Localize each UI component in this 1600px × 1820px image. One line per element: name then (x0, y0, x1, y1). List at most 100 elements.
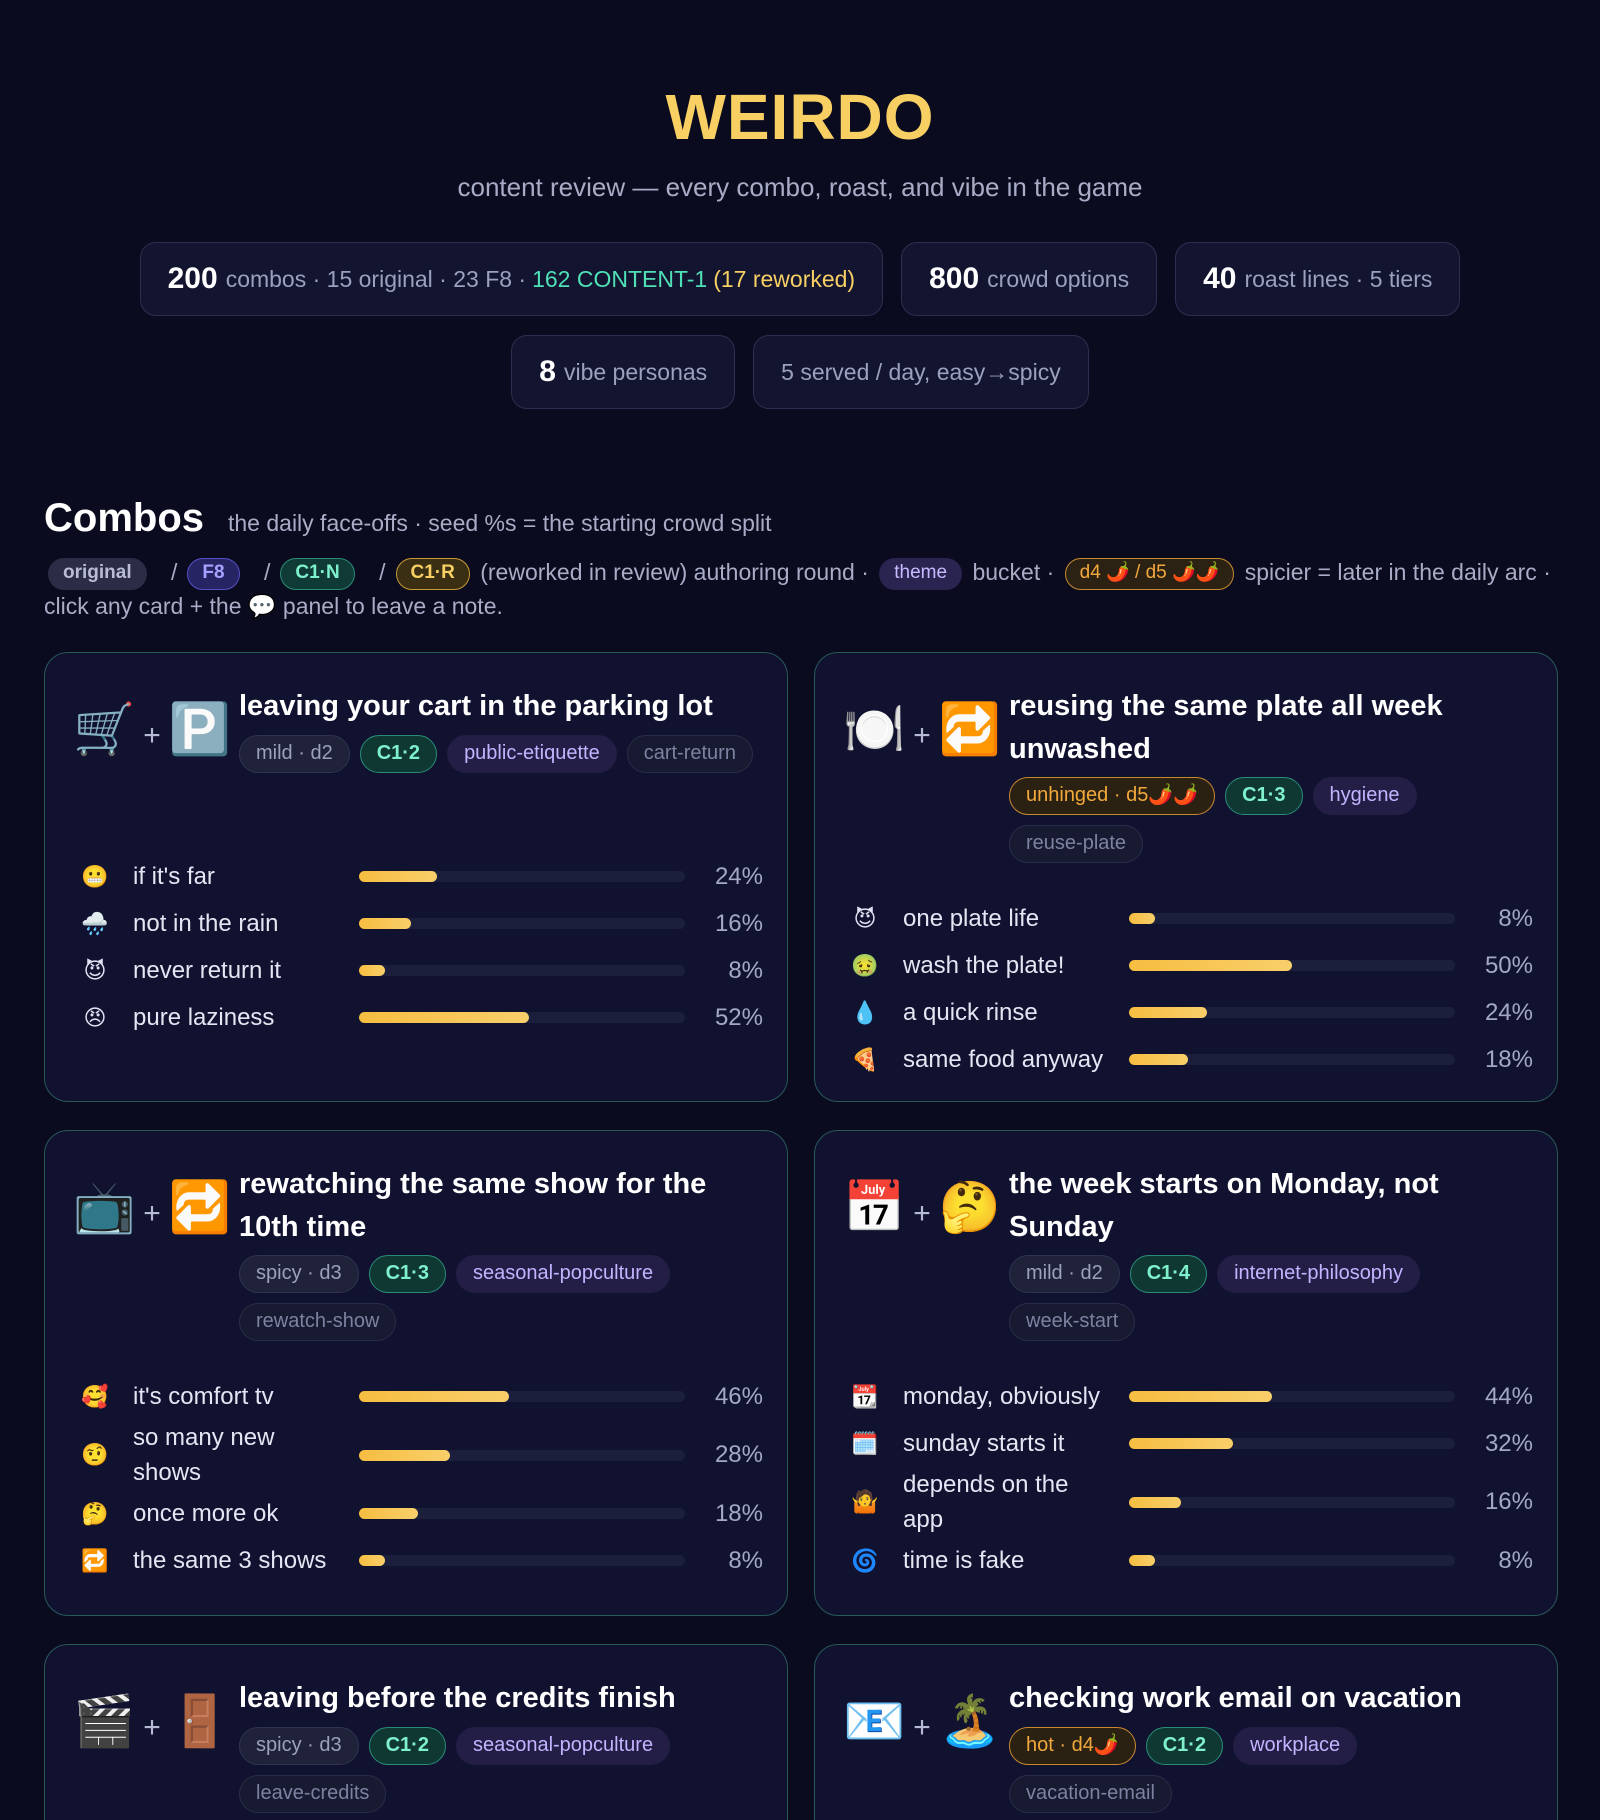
combo-tags: mild · d2 C1·2 public-etiquette cart-return (239, 735, 759, 773)
stat-combos-reworked: (17 reworked) (713, 265, 856, 292)
option-emoji-icon: 😬 (81, 863, 109, 889)
option-label: the same 3 shows (133, 1547, 327, 1574)
option-bar-fill (359, 965, 386, 976)
option-bar-track (359, 965, 685, 976)
option-label: once more ok (133, 1500, 279, 1527)
option-emoji-icon: 😈 (83, 957, 107, 983)
option-bar-track (359, 918, 685, 929)
option-emoji-icon: 📆 (851, 1383, 879, 1409)
option-bar-fill (1129, 1438, 1234, 1449)
combo-title: checking work email on vacation (1009, 1682, 1462, 1714)
tier-tag: hot · d4🌶️ (1009, 1727, 1136, 1765)
combos-section-header: Combos the daily face-offs · seed %s = t… (44, 496, 772, 541)
crowd-option-row: 🤢 wash the plate! 50% (845, 942, 1533, 989)
stat-served-text: 5 served / day, easy→spicy (781, 358, 1061, 385)
combo-card[interactable]: 📅 + 🤔 the week starts on Monday, not Sunday… (814, 1130, 1558, 1616)
option-bar-fill (1129, 1054, 1188, 1065)
option-label: one plate life (903, 905, 1040, 932)
legend-tag-original: original (48, 557, 147, 590)
combo-card[interactable]: 🛒 + 🅿️ leaving your cart in the parking lot… (44, 652, 788, 1102)
option-label: sunday starts it (903, 1430, 1065, 1457)
combo-card[interactable]: 🎬 + 🚪 leaving before the credits finish spic… (44, 1644, 788, 1820)
option-percent: 8% (728, 956, 763, 984)
combo-emoji-b-icon: 🚪 (168, 1693, 232, 1749)
option-percent: 32% (1484, 1429, 1533, 1457)
round-tag: C1·2 (359, 735, 438, 773)
option-percent: 18% (1484, 1045, 1533, 1073)
option-percent: 8% (1498, 1546, 1533, 1574)
tier-tag: mild · d2 (1009, 1255, 1120, 1293)
option-bar-track (1129, 1054, 1455, 1065)
crowd-option-row: 😈 never return it 8% (75, 947, 763, 994)
crowd-options: 😈 one plate life 8% 🤢 wash the plate! 50% 💧 a q… (845, 895, 1533, 1083)
option-bar-track (359, 1012, 685, 1023)
combo-tags: hot · d4🌶️ C1·2 workplace vacation-email (1009, 1727, 1529, 1813)
theme-tag: public-etiquette (447, 735, 617, 773)
combo-emoji-b-icon: 🔁 (938, 701, 1002, 757)
stat-crowd-count: 800 (929, 262, 980, 295)
stat-combos-c1: 162 CONTENT-1 (532, 265, 708, 292)
combo-title: leaving before the credits finish (239, 1682, 676, 1714)
option-bar-fill (359, 871, 438, 882)
crowd-option-row: 🗓️ sunday starts it 32% (845, 1420, 1533, 1467)
option-emoji-icon: 🤢 (851, 952, 879, 978)
stats-row: 200 combos · 15 original · 23 F8 · 162 C… (0, 242, 1600, 316)
combo-card[interactable]: 🍽️ + 🔁 reusing the same plate all week unwa… (814, 652, 1558, 1102)
plus-icon: + (913, 1711, 931, 1744)
round-tag: C1·2 (368, 1727, 446, 1765)
option-label: time is fake (903, 1547, 1025, 1574)
combo-tags: spicy · d3 C1·3 seasonal-popculture rewatch… (239, 1255, 759, 1341)
option-percent: 16% (714, 909, 763, 937)
combo-emoji-b-icon: 🏝️ (938, 1693, 1002, 1749)
stat-vibe-count: 8 (539, 355, 556, 388)
stat-combos-text: combos · 15 original · 23 F8 · (225, 265, 527, 292)
option-bar-track (1129, 1391, 1455, 1402)
combo-card[interactable]: 📧 + 🏝️ checking work email on vacation hot ·… (814, 1644, 1558, 1820)
combo-tags: spicy · d3 C1·2 seasonal-popculture leave-c… (239, 1727, 759, 1813)
combo-emoji-a-icon: 🍽️ (843, 701, 906, 757)
crowd-option-row: 🤨 so many new shows 28% (75, 1420, 763, 1490)
stat-roast-count: 40 (1203, 262, 1237, 295)
crowd-option-row: 😬 if it's far 24% (75, 853, 763, 900)
crowd-options: 🥰 it's comfort tv 46% 🤨 so many new shows 28%… (75, 1373, 763, 1584)
option-emoji-icon: 🥰 (81, 1383, 109, 1409)
option-bar-fill (1129, 960, 1292, 971)
theme-tag: internet-philosophy (1217, 1255, 1421, 1293)
crowd-option-row: 🍕 same food anyway 18% (845, 1036, 1533, 1083)
option-percent: 8% (1498, 904, 1533, 932)
legend-tag-f8: F8 (187, 557, 240, 590)
crowd-option-row: 🌀 time is fake 8% (845, 1537, 1533, 1584)
option-emoji-icon: 🌀 (851, 1547, 879, 1573)
combo-key-tag: leave-credits (239, 1775, 387, 1813)
page-title: WEIRDO (665, 81, 935, 153)
theme-tag: workplace (1233, 1727, 1358, 1765)
page-subtitle: content review — every combo, roast, and… (457, 172, 1143, 202)
combo-emoji-a-icon: 📺 (73, 1179, 136, 1235)
option-label: not in the rain (133, 910, 279, 937)
option-emoji-icon: 🌧️ (81, 910, 109, 936)
combo-tags: unhinged · d5🌶️🌶️ C1·3 hygiene reuse-plate (1009, 777, 1529, 863)
option-label: monday, obviously (903, 1383, 1100, 1410)
tier-tag: spicy · d3 (239, 1255, 359, 1293)
stat-served-per-day: 5 served / day, easy→spicy (753, 335, 1089, 409)
option-label: depends on the app (903, 1471, 1069, 1533)
combo-emoji-b-icon: 🅿️ (168, 701, 232, 757)
combos-legend: original / F8 /C1·N / C1·R (reworked in re… (44, 557, 1551, 619)
combo-emoji-a-icon: 🎬 (73, 1693, 136, 1749)
option-label: it's comfort tv (133, 1383, 274, 1410)
option-emoji-icon: 😠 (83, 1004, 107, 1030)
option-emoji-icon: 🗓️ (851, 1430, 879, 1456)
option-bar-track (1129, 960, 1455, 971)
option-bar-fill (359, 918, 412, 929)
option-bar-track (1129, 1438, 1455, 1449)
stat-combos: 200 combos · 15 original · 23 F8 · 162 C… (139, 242, 884, 316)
crowd-option-row: 🌧️ not in the rain 16% (75, 900, 763, 947)
option-emoji-icon: 🤷 (851, 1489, 879, 1514)
combo-emoji-pair: 🛒 + 🅿️ (73, 693, 231, 765)
plus-icon: + (913, 719, 931, 752)
option-bar-track (359, 1555, 685, 1566)
option-bar-track (1129, 1007, 1455, 1018)
combo-card[interactable]: 📺 + 🔁 rewatching the same show for the 10th… (44, 1130, 788, 1616)
theme-tag: hygiene (1312, 777, 1417, 815)
crowd-option-row: 😠 pure laziness 52% (75, 994, 763, 1041)
